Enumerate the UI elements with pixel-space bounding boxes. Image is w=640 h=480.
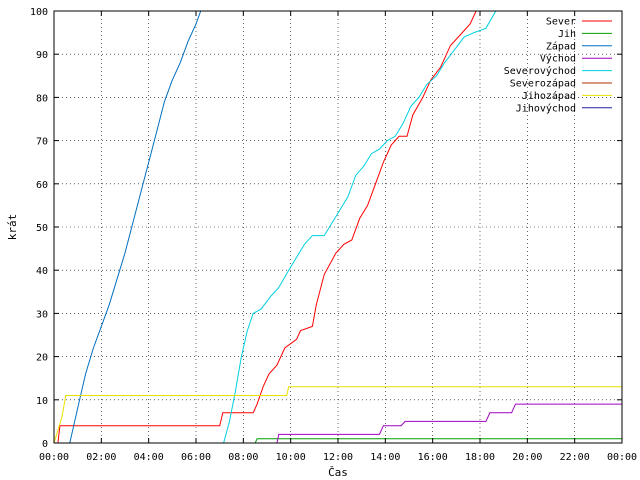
legend-label: Jih bbox=[558, 29, 576, 40]
y-axis-ticks: 0 10 20 30 40 50 60 70 80 90 100 bbox=[30, 7, 622, 450]
x-tick-label: 20:00 bbox=[512, 452, 542, 463]
legend-label: Jihozápad bbox=[522, 90, 576, 102]
x-tick-label: 08:00 bbox=[228, 452, 258, 463]
x-axis-ticks: 00:00 02:00 04:00 06:00 08:00 10:00 12:00 14:00… bbox=[39, 11, 637, 463]
series-line-4 bbox=[276, 403, 622, 443]
y-axis-title: krát bbox=[6, 214, 19, 241]
x-tick-label: 14:00 bbox=[370, 452, 400, 463]
x-tick-label: 00:00 bbox=[607, 452, 637, 463]
x-axis-title: Čas bbox=[328, 466, 348, 479]
x-tick-label: 04:00 bbox=[134, 452, 164, 463]
legend-label: Severozápad bbox=[510, 78, 576, 90]
x-tick-label: 06:00 bbox=[181, 452, 211, 463]
x-tick-label: 16:00 bbox=[418, 452, 448, 463]
y-tick-label: 30 bbox=[36, 309, 48, 320]
y-tick-label: 60 bbox=[36, 180, 48, 191]
x-tick-label: 18:00 bbox=[465, 452, 495, 463]
series-group bbox=[54, 11, 622, 443]
y-tick-label: 0 bbox=[42, 439, 48, 450]
series-line-5 bbox=[223, 11, 497, 443]
legend-label: Východ bbox=[540, 53, 576, 65]
x-tick-label: 22:00 bbox=[560, 452, 590, 463]
y-tick-label: 10 bbox=[36, 396, 48, 407]
y-tick-label: 40 bbox=[36, 266, 48, 277]
legend-label: Severovýchod bbox=[504, 65, 576, 77]
y-tick-label: 50 bbox=[36, 223, 48, 234]
grid bbox=[54, 11, 622, 443]
x-tick-label: 10:00 bbox=[276, 452, 306, 463]
x-tick-label: 00:00 bbox=[39, 452, 69, 463]
legend-label: Sever bbox=[546, 17, 576, 28]
y-tick-label: 90 bbox=[36, 50, 48, 61]
x-tick-label: 02:00 bbox=[86, 452, 116, 463]
y-tick-label: 100 bbox=[30, 7, 48, 18]
y-tick-label: 70 bbox=[36, 137, 48, 148]
y-tick-label: 80 bbox=[36, 93, 48, 104]
x-tick-label: 12:00 bbox=[323, 452, 353, 463]
series-line-7 bbox=[54, 386, 622, 443]
series-line-1 bbox=[57, 11, 477, 443]
y-tick-label: 20 bbox=[36, 353, 48, 364]
legend-label: Jihovýchod bbox=[516, 102, 576, 114]
legend: SeverJihZápadVýchodSeverovýchodSeverozáp… bbox=[504, 17, 612, 114]
legend-label: Západ bbox=[546, 40, 576, 52]
series-line-2 bbox=[254, 438, 622, 443]
